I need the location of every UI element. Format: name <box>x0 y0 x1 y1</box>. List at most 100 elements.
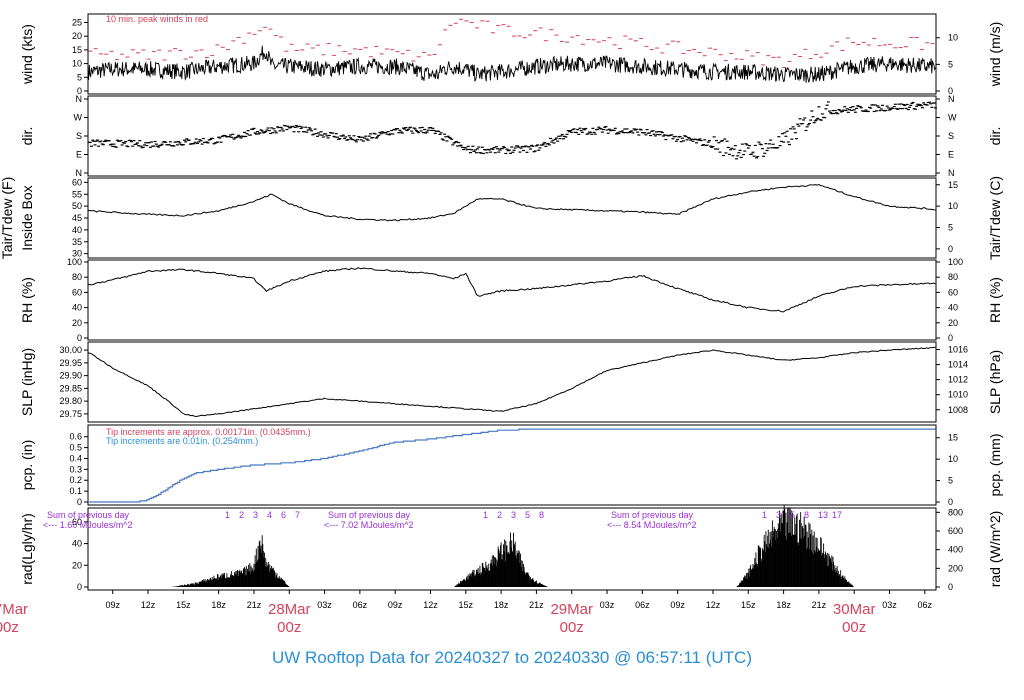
dir-series <box>87 101 937 160</box>
temp-left-tick-label: 50 <box>72 201 82 211</box>
x-tick-label: 06z <box>353 600 368 610</box>
wind-right-tick-label: 5 <box>948 59 953 69</box>
rad-right-tick-label: 800 <box>948 507 963 517</box>
x-date-tick: 30Mar <box>833 601 876 618</box>
temp-left-tick-label: 45 <box>72 213 82 223</box>
rh-left-tick-label: 60 <box>72 287 82 297</box>
temp-right-tick-label: 10 <box>948 201 958 211</box>
x-tick-label: 15z <box>176 600 191 610</box>
rad-left-tick-label: 60 <box>72 517 82 527</box>
temp-left-tick-label: 55 <box>72 189 82 199</box>
slp-right-tick-label: 1012 <box>948 375 968 385</box>
pcp-note-2: Tip increments are 0.01in. (0.254mm.) <box>106 436 258 446</box>
rh-left-tick-label: 80 <box>72 272 82 282</box>
rad-hour-mark: 2 <box>239 510 244 520</box>
rh-left-tick-label: 40 <box>72 303 82 313</box>
x-tick-label: 18z <box>494 600 509 610</box>
rad-hour-mark: 5 <box>525 510 530 520</box>
x-tick-label: 03z <box>600 600 615 610</box>
x-tick-label: 21z <box>529 600 544 610</box>
temp-left-tick-label: 40 <box>72 225 82 235</box>
pcp-ylabel-right: pcp. (mm) <box>987 434 1003 497</box>
slp-right-tick-label: 1008 <box>948 405 968 415</box>
rh-right-tick-label: 60 <box>948 287 958 297</box>
rad-hour-mark: 1 <box>762 510 767 520</box>
rh-ylabel-left: RH (%) <box>19 277 35 323</box>
rad-hour-mark: 8 <box>539 510 544 520</box>
rad-prev-value: <--- 1.60 MJoules/m^2 <box>43 520 133 530</box>
x-tick-label: 09z <box>388 600 403 610</box>
pcp-right-tick-label: 0 <box>948 497 953 507</box>
temp-right-tick-label: 5 <box>948 223 953 233</box>
rad-hour-mark: 13 <box>818 510 828 520</box>
rad-hour-mark: 8 <box>804 510 809 520</box>
rad-hour-mark: 3 <box>253 510 258 520</box>
x-tick-label: 21z <box>247 600 262 610</box>
rad-hour-mark: 17 <box>832 510 842 520</box>
rad-hour-mark: 7 <box>295 510 300 520</box>
rh-right-tick-label: 20 <box>948 318 958 328</box>
rad-hour-mark: 3 <box>776 510 781 520</box>
x-date-hour: 00z <box>277 619 301 636</box>
temp-ylabel-right: Tair/Tdew (C) <box>987 176 1003 260</box>
pcp-left-tick-label: 0.1 <box>69 486 82 496</box>
dir-left-tick-label: E <box>76 150 82 160</box>
x-tick-label: 03z <box>882 600 897 610</box>
panel-frame-pcp <box>87 424 937 506</box>
rad-hour-mark: 1 <box>483 510 488 520</box>
x-date-hour: 00z <box>0 619 19 636</box>
x-tick-label: 06z <box>918 600 933 610</box>
rad-bars <box>171 505 855 587</box>
pcp-left-tick-label: 0.3 <box>69 464 82 474</box>
pcp-left-tick-label: 0.4 <box>69 453 82 463</box>
temp-line <box>87 183 936 222</box>
rh-line <box>87 267 936 313</box>
wind-left-tick-label: 5 <box>77 72 82 82</box>
x-date-hour: 00z <box>842 619 866 636</box>
pcp-ylabel-left: pcp. (in) <box>19 440 35 491</box>
wind-left-tick-label: 25 <box>72 17 82 27</box>
slp-left-tick-label: 29.80 <box>59 396 82 406</box>
rad-hour-mark: 2 <box>497 510 502 520</box>
rh-right-tick-label: 100 <box>948 257 963 267</box>
dir-left-tick-label: N <box>76 94 83 104</box>
rad-right-tick-label: 200 <box>948 563 963 573</box>
dir-left-tick-label: S <box>76 131 82 141</box>
rad-hour-mark: 1 <box>225 510 230 520</box>
dir-ylabel-left: dir. <box>19 127 35 146</box>
rad-hour-mark: 4 <box>267 510 272 520</box>
temp-right-tick-label: 0 <box>948 244 953 254</box>
x-tick-label: 18z <box>776 600 791 610</box>
wind-right-tick-label: 10 <box>948 33 958 43</box>
x-tick-label: 15z <box>459 600 474 610</box>
temp-left-tick-label: 60 <box>72 177 82 187</box>
rad-right-tick-label: 400 <box>948 545 963 555</box>
temp-ylabel-left-1: Tair/Tdew (F) <box>0 177 15 259</box>
rh-left-tick-label: 0 <box>77 333 82 343</box>
dir-right-tick-label: E <box>948 150 954 160</box>
panel-frame-temp <box>87 177 937 259</box>
dir-right-tick-label: S <box>948 131 954 141</box>
x-tick-label: 15z <box>741 600 756 610</box>
x-tick-label: 09z <box>105 600 120 610</box>
pcp-left-tick-label: 0 <box>77 497 82 507</box>
rh-left-tick-label: 20 <box>72 318 82 328</box>
slp-ylabel-right: SLP (hPa) <box>987 350 1003 414</box>
wind-ylabel-right: wind (m/s) <box>987 22 1003 88</box>
x-date-label: 27Mar <box>0 601 28 618</box>
panel-frame-rad <box>87 507 937 591</box>
temp-right-tick-label: 15 <box>948 180 958 190</box>
rad-hour-mark: 3 <box>511 510 516 520</box>
slp-line <box>87 346 936 418</box>
panel-frame-slp <box>87 341 937 423</box>
pcp-right-tick-label: 10 <box>948 454 958 464</box>
slp-left-tick-label: 29.95 <box>59 358 82 368</box>
x-tick-label: 03z <box>317 600 332 610</box>
wind-left-tick-label: 10 <box>72 59 82 69</box>
rad-prev-label: Sum of previous day <box>328 510 411 520</box>
pcp-left-tick-label: 0.5 <box>69 443 82 453</box>
x-tick-label: 12z <box>706 600 721 610</box>
slp-right-tick-label: 1014 <box>948 360 968 370</box>
rad-hour-mark: 5 <box>790 510 795 520</box>
